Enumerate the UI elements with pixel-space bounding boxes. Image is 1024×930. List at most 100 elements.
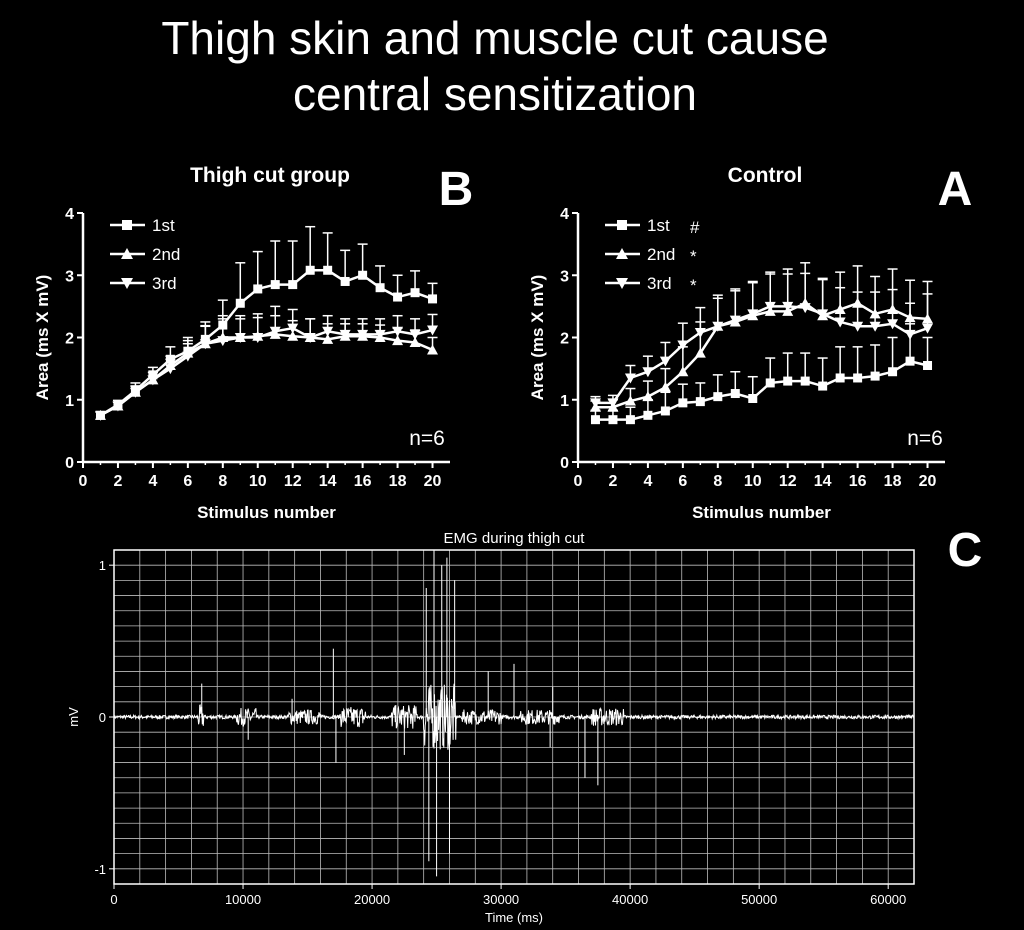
x-tick-label: 8 <box>218 473 227 490</box>
x-tick-label: 0 <box>79 473 88 490</box>
panel-letter: C <box>948 524 983 577</box>
slide-title-line2: central sensitization <box>293 68 697 120</box>
data-point <box>887 319 899 330</box>
data-point <box>694 347 706 358</box>
data-point <box>287 330 299 341</box>
y-tick-label: 1 <box>99 558 106 573</box>
data-point <box>660 406 670 416</box>
x-tick-label: 10000 <box>225 892 261 907</box>
series-3rd <box>94 305 439 421</box>
x-tick-label: 12 <box>779 473 797 490</box>
y-tick-label: 4 <box>65 206 74 223</box>
y-axis-label: mV <box>66 707 81 727</box>
data-point <box>870 371 880 381</box>
data-point <box>392 326 404 337</box>
x-tick-label: 12 <box>284 473 302 490</box>
data-point <box>852 321 864 332</box>
data-point <box>748 394 758 404</box>
y-tick-label: 4 <box>560 206 569 223</box>
data-point <box>393 292 403 302</box>
panel-title: EMG during thigh cut <box>444 530 586 547</box>
series-2nd <box>94 314 439 420</box>
legend-marker <box>122 220 132 230</box>
data-point <box>643 410 653 420</box>
data-point <box>322 333 334 344</box>
data-point <box>659 356 671 367</box>
x-tick-label: 14 <box>319 473 337 490</box>
data-point <box>357 329 369 340</box>
data-point <box>922 323 934 334</box>
n-count-label: n=6 <box>907 427 943 450</box>
data-point <box>765 378 775 388</box>
data-point <box>269 326 281 337</box>
x-tick-label: 16 <box>354 473 372 490</box>
data-point <box>677 366 689 377</box>
legend-marker <box>617 220 627 230</box>
x-tick-label: 10 <box>744 473 762 490</box>
panel-title: Control <box>728 164 803 187</box>
x-tick-label: 2 <box>113 473 122 490</box>
data-point <box>428 294 438 304</box>
data-point <box>800 376 810 386</box>
data-point <box>427 344 439 355</box>
data-point <box>270 280 280 290</box>
data-point <box>305 265 315 275</box>
series-3rd <box>589 268 934 409</box>
y-tick-label: -1 <box>94 862 106 877</box>
y-tick-label: 0 <box>99 710 106 725</box>
legend-label: 3rd <box>152 274 177 293</box>
data-point <box>729 315 741 326</box>
data-point <box>923 361 933 371</box>
data-point <box>374 329 386 340</box>
legend-marker <box>121 248 133 259</box>
x-tick-label: 10 <box>249 473 267 490</box>
y-tick-label: 3 <box>560 268 569 285</box>
x-tick-label: 18 <box>389 473 407 490</box>
data-point <box>817 309 829 320</box>
chart-panel-c: EMG during thigh cut C 1 0 -1 0 10000 20000 3000… <box>66 524 982 925</box>
y-tick-label: 0 <box>560 455 569 472</box>
data-point <box>288 280 298 290</box>
data-point <box>409 336 421 347</box>
data-point <box>358 270 368 280</box>
panel-title: Thigh cut group <box>190 164 350 187</box>
data-point <box>608 415 618 425</box>
data-point <box>624 373 636 384</box>
data-point <box>624 395 636 406</box>
y-tick-label: 3 <box>65 268 74 285</box>
x-tick-label: 0 <box>574 473 583 490</box>
data-point <box>409 329 421 340</box>
data-point <box>625 415 635 425</box>
data-point <box>888 367 898 377</box>
x-tick-label: 2 <box>608 473 617 490</box>
slide-title: Thigh skin and muscle cut cause central … <box>0 10 990 122</box>
data-point <box>799 303 811 314</box>
slide-title-line1: Thigh skin and muscle cut cause <box>161 12 829 64</box>
legend-label: 1st <box>152 216 175 235</box>
data-point <box>747 309 759 320</box>
data-point <box>869 321 881 332</box>
data-point <box>112 401 124 412</box>
data-point <box>129 387 141 398</box>
data-point <box>642 367 654 378</box>
data-point <box>375 283 385 293</box>
data-point <box>199 339 211 350</box>
panel-letter: A <box>938 163 973 216</box>
data-point <box>182 351 194 362</box>
data-point <box>905 356 915 366</box>
data-point <box>304 333 316 343</box>
x-axis-label: Stimulus number <box>692 503 831 522</box>
y-tick-label: 1 <box>65 393 74 410</box>
data-point <box>164 364 176 375</box>
data-point <box>607 398 619 409</box>
data-point <box>322 326 334 337</box>
data-point <box>818 381 828 391</box>
data-point <box>853 373 863 383</box>
data-point <box>678 398 688 408</box>
data-point <box>904 329 916 340</box>
data-point <box>835 373 845 383</box>
y-tick-label: 2 <box>560 331 569 348</box>
x-tick-label: 4 <box>643 473 652 490</box>
legend-label: 2nd <box>647 245 675 264</box>
